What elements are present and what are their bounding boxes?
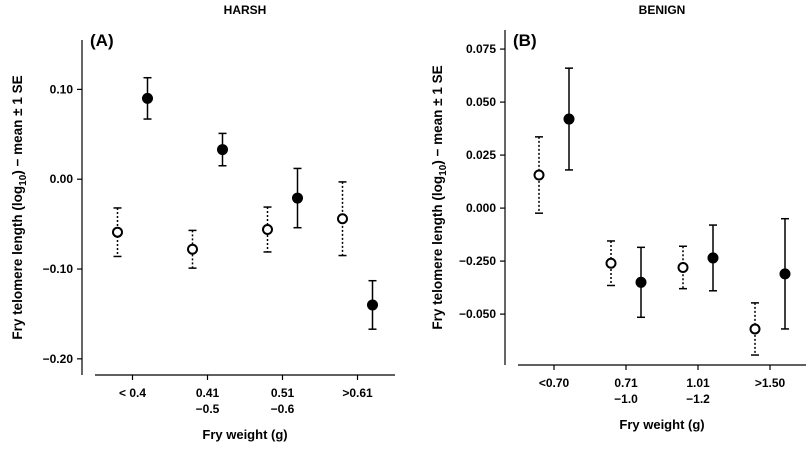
point [187, 243, 198, 255]
panel-title: HARSH [224, 3, 267, 17]
panel-label: (B) [513, 31, 537, 50]
point [605, 257, 617, 269]
point [677, 261, 689, 273]
point [337, 213, 348, 225]
error-bar [263, 206, 272, 253]
x-tick-label: < 0.4 [119, 386, 146, 400]
point [112, 226, 123, 238]
point [142, 92, 153, 104]
error-bar [535, 136, 543, 214]
point [707, 252, 719, 264]
y-tick-label: 0.000 [466, 201, 496, 215]
x-tick-label: 0.51 −0.6 [271, 386, 295, 416]
error-bar [751, 302, 759, 356]
point [533, 169, 545, 181]
panel-title: BENIGN [639, 3, 686, 17]
y-axis-title-part: ) − mean ± 1 SE [430, 65, 445, 164]
error-bar [188, 229, 197, 269]
y-axis-title-part: Fry telomere length (log [10, 186, 25, 340]
y-tick-label: 0.050 [466, 95, 496, 109]
x-tick-label: <0.70 [539, 376, 570, 390]
y-tick-label: −0.050 [459, 307, 496, 321]
y-axis-title-part: Fry telomere length (log [430, 176, 445, 330]
point [217, 144, 228, 156]
x-tick-label: >1.50 [755, 376, 786, 390]
point [635, 276, 647, 288]
y-tick-label: 0.075 [466, 42, 496, 56]
x-axis-title: Fry weight (g) [202, 427, 287, 442]
y-tick-label: 0.10 [50, 82, 74, 96]
y-tick-label: −0.250 [459, 254, 496, 268]
x-tick-label: 0.41 −0.5 [196, 386, 220, 416]
y-axis-title-part: 10 [438, 164, 449, 176]
y-axis-title: Fry telomere length (log10) − mean ± 1 S… [10, 75, 29, 339]
point [367, 299, 378, 311]
y-tick-label: 0.00 [50, 172, 74, 186]
x-tick-label: 0.71 −1.0 [614, 376, 638, 406]
y-tick-label: −0.10 [43, 262, 74, 276]
y-axis-title-part: 10 [18, 174, 29, 186]
y-tick-label: 0.025 [466, 148, 496, 162]
y-axis-title-part: ) − mean ± 1 SE [10, 75, 25, 174]
y-tick-label: −0.20 [43, 352, 74, 366]
x-tick-label: 1.01 −1.2 [686, 376, 710, 406]
point [292, 192, 303, 204]
error-bar [607, 240, 615, 287]
point [749, 323, 761, 335]
point [563, 113, 575, 125]
panel-label: (A) [90, 31, 114, 50]
point [779, 268, 791, 280]
point [262, 224, 273, 236]
y-axis-title: Fry telomere length (log10) − mean ± 1 S… [430, 65, 449, 329]
x-tick-label: >0.61 [342, 386, 373, 400]
x-axis-title: Fry weight (g) [619, 417, 704, 432]
